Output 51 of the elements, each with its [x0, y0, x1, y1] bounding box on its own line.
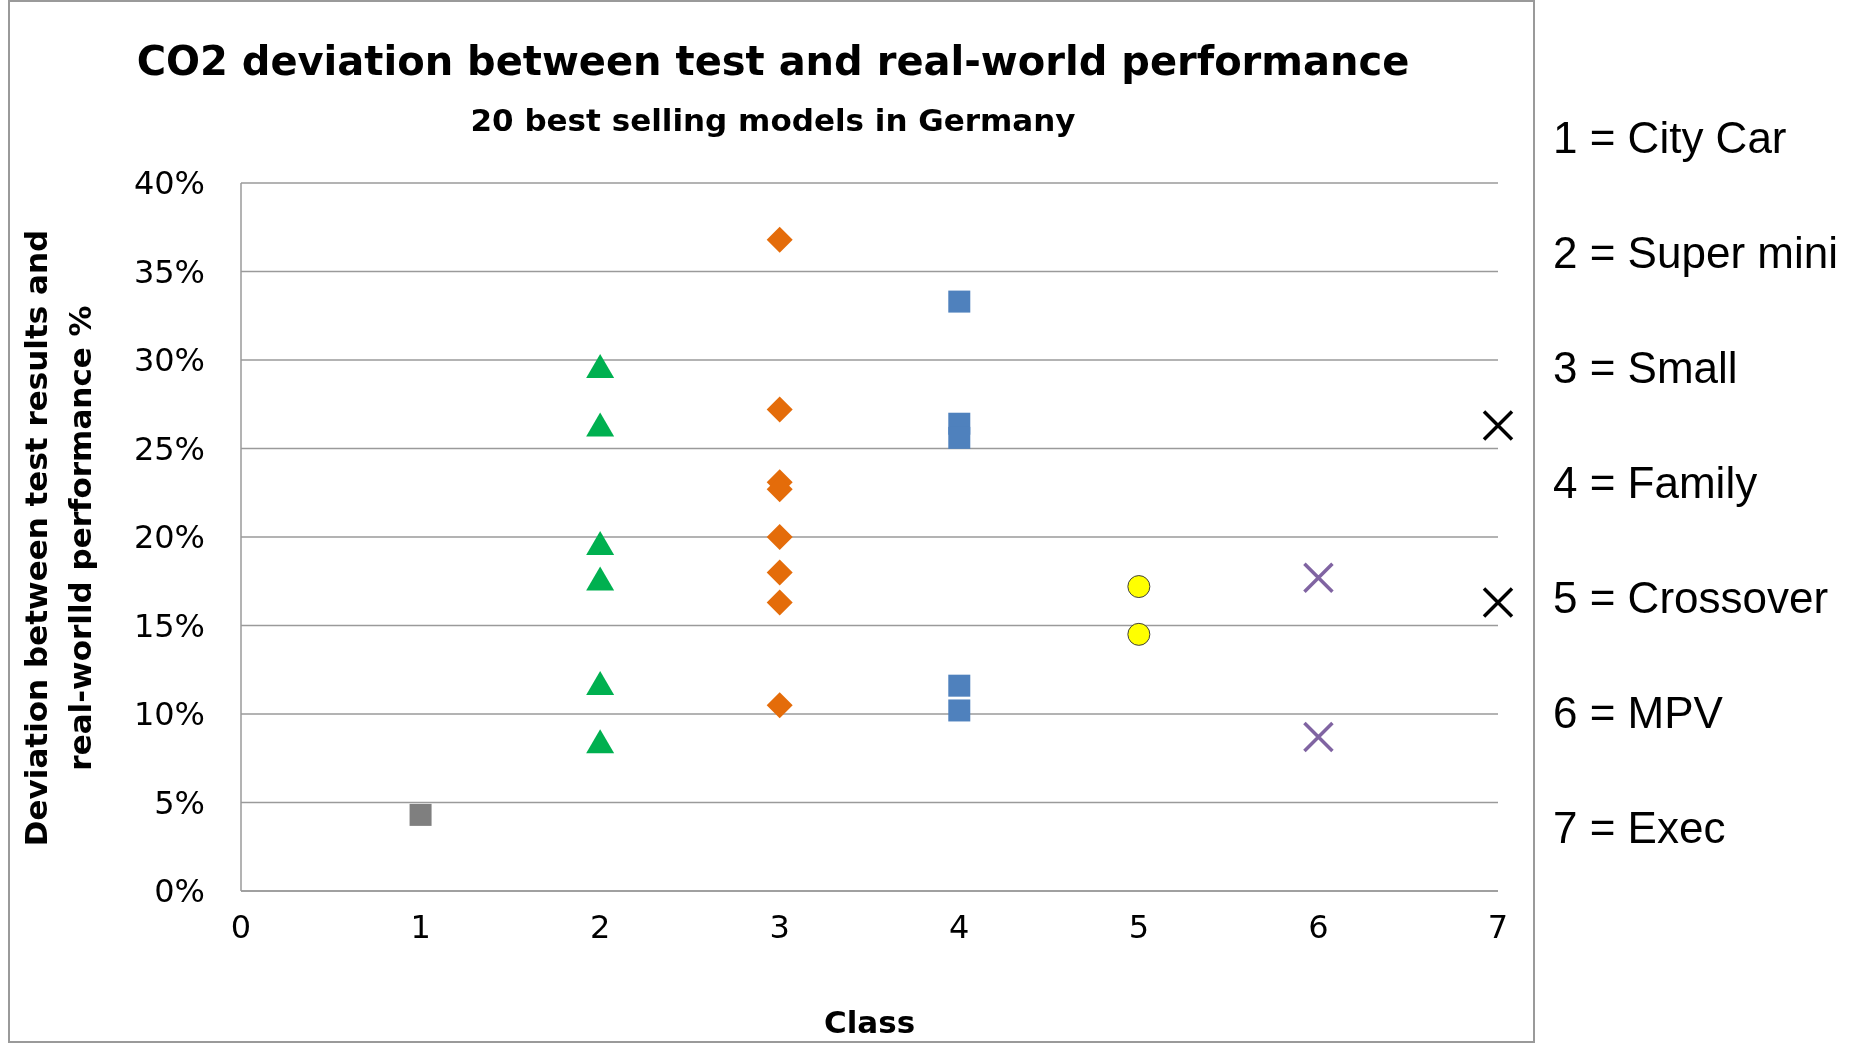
point — [948, 290, 971, 313]
point — [586, 412, 615, 437]
y-tick-label: 10% — [133, 695, 205, 734]
x-tick-label: 0 — [230, 907, 252, 946]
point — [586, 729, 615, 754]
chart-subtitle: 20 best selling models in Germany — [469, 102, 1077, 138]
point — [1127, 622, 1151, 646]
point — [586, 354, 615, 379]
chart-title: CO2 deviation between test and real-world performance — [135, 38, 1411, 84]
y-tick-label: 20% — [133, 518, 205, 557]
text: 7 = Exec — [1553, 803, 1726, 853]
y-tick-label: 35% — [133, 252, 205, 291]
text: 5 = Crossover — [1553, 573, 1829, 623]
x-tick-label: 6 — [1308, 907, 1329, 946]
y-tick-label: 5% — [154, 783, 205, 822]
point — [948, 699, 971, 722]
x-tick-label: 5 — [1128, 907, 1150, 946]
x-tick-label: 7 — [1487, 907, 1509, 946]
point — [948, 674, 971, 697]
point — [766, 396, 793, 423]
point — [766, 692, 793, 719]
point — [766, 559, 793, 586]
y-tick-label: 25% — [133, 429, 205, 468]
point — [766, 524, 793, 550]
x-tick-label: 2 — [589, 907, 611, 946]
point — [586, 566, 615, 591]
point — [1302, 721, 1335, 753]
x-axis-title: Class — [822, 1004, 917, 1040]
y-tick-label: 40% — [133, 164, 205, 203]
point — [948, 426, 971, 449]
point — [1482, 586, 1514, 619]
text: 3 = Small — [1553, 343, 1738, 393]
text: 1 = City Car — [1553, 113, 1787, 163]
text: 6 = MPV — [1553, 688, 1723, 738]
x-tick-label: 1 — [410, 907, 431, 946]
y-axis-title: Deviation between test results and real-worlld performance % — [17, 228, 99, 849]
point — [586, 670, 615, 695]
x-tick-label: 3 — [769, 907, 790, 946]
y-tick-label: 0% — [154, 872, 205, 911]
point — [586, 531, 615, 556]
point — [766, 589, 793, 616]
point — [1482, 409, 1514, 442]
point — [409, 803, 432, 826]
point — [1302, 561, 1335, 594]
text: 4 = Family — [1553, 458, 1758, 508]
point — [766, 226, 793, 253]
y-tick-label: 30% — [133, 341, 205, 380]
x-tick-label: 4 — [949, 907, 970, 946]
y-tick-label: 15% — [133, 606, 205, 645]
text: 2 = Super mini — [1553, 228, 1838, 278]
point — [1127, 575, 1151, 599]
